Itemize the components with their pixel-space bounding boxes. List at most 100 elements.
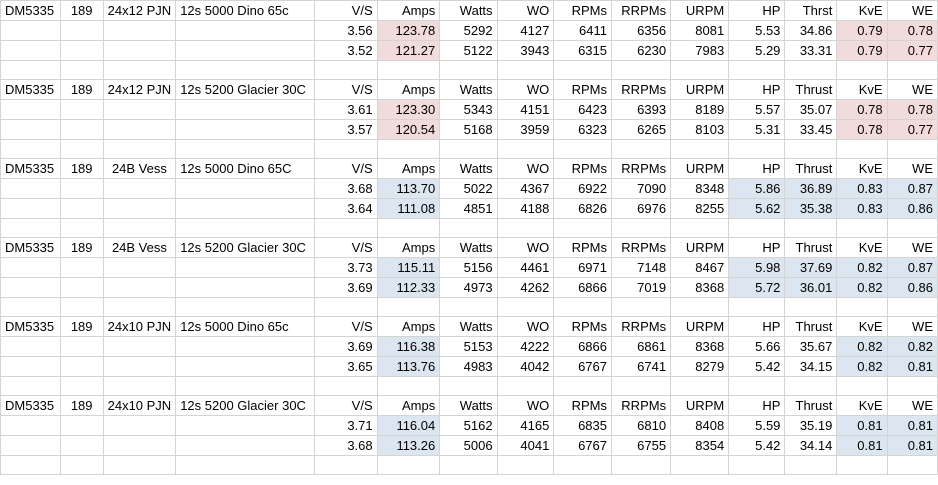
kv-cell[interactable]: 189 — [59, 0, 104, 21]
urpm-cell[interactable]: 8408 — [670, 415, 730, 436]
rpms-cell[interactable]: 6866 — [553, 336, 612, 357]
we-cell[interactable]: 0.78 — [886, 20, 938, 41]
header-amps[interactable]: Amps — [376, 158, 441, 179]
empty-cell[interactable] — [0, 99, 61, 120]
we-cell[interactable]: 0.77 — [886, 40, 938, 61]
rrpms-cell[interactable]: 7019 — [610, 277, 672, 298]
thrust-cell[interactable]: 36.89 — [784, 178, 838, 199]
header-rpms[interactable]: RPMs — [553, 79, 612, 100]
empty-cell[interactable] — [102, 60, 177, 80]
wo-cell[interactable]: 4041 — [496, 435, 555, 456]
header-urpm[interactable]: URPM — [670, 0, 730, 21]
empty-cell[interactable] — [102, 415, 177, 436]
hp-cell[interactable]: 5.53 — [728, 20, 786, 41]
watts-cell[interactable]: 5022 — [439, 178, 498, 199]
header-thrust[interactable]: Thrst — [784, 0, 838, 21]
rrpms-cell[interactable]: 6861 — [610, 336, 672, 357]
wo-cell[interactable]: 3943 — [496, 40, 555, 61]
empty-cell[interactable] — [314, 139, 378, 159]
header-we[interactable]: WE — [886, 79, 938, 100]
empty-cell[interactable] — [59, 455, 104, 475]
empty-cell[interactable] — [0, 178, 61, 199]
header-hp[interactable]: HP — [728, 237, 786, 258]
rpms-cell[interactable]: 6411 — [553, 20, 612, 41]
wo-cell[interactable]: 3959 — [496, 119, 555, 140]
empty-cell[interactable] — [836, 455, 888, 475]
header-watts[interactable]: Watts — [439, 0, 498, 21]
empty-cell[interactable] — [314, 376, 378, 396]
kve-cell[interactable]: 0.82 — [836, 336, 888, 357]
urpm-cell[interactable]: 8255 — [670, 198, 730, 219]
empty-cell[interactable] — [102, 297, 177, 317]
header-kve[interactable]: KvE — [836, 79, 888, 100]
rrpms-cell[interactable]: 7148 — [610, 257, 672, 278]
empty-cell[interactable] — [102, 336, 177, 357]
wo-cell[interactable]: 4165 — [496, 415, 555, 436]
empty-cell[interactable] — [59, 435, 104, 456]
rrpms-cell[interactable]: 6393 — [610, 99, 672, 120]
header-thrust[interactable]: Thrust — [784, 158, 838, 179]
vs-cell[interactable]: 3.71 — [314, 415, 378, 436]
urpm-cell[interactable]: 8348 — [670, 178, 730, 199]
empty-cell[interactable] — [670, 60, 730, 80]
empty-cell[interactable] — [175, 297, 316, 317]
empty-cell[interactable] — [175, 40, 316, 61]
header-thrust[interactable]: Thrust — [784, 316, 838, 337]
kve-cell[interactable]: 0.79 — [836, 20, 888, 41]
header-vs[interactable]: V/S — [314, 79, 378, 100]
header-vs[interactable]: V/S — [314, 0, 378, 21]
header-kve[interactable]: KvE — [836, 316, 888, 337]
empty-cell[interactable] — [784, 376, 838, 396]
empty-cell[interactable] — [496, 376, 555, 396]
header-we[interactable]: WE — [886, 316, 938, 337]
hp-cell[interactable]: 5.31 — [728, 119, 786, 140]
empty-cell[interactable] — [175, 218, 316, 238]
header-rrpms[interactable]: RRPMs — [610, 0, 672, 21]
header-wo[interactable]: WO — [496, 158, 555, 179]
empty-cell[interactable] — [59, 60, 104, 80]
we-cell[interactable]: 0.81 — [886, 415, 938, 436]
vs-cell[interactable]: 3.68 — [314, 178, 378, 199]
empty-cell[interactable] — [102, 376, 177, 396]
thrust-cell[interactable]: 34.15 — [784, 356, 838, 377]
empty-cell[interactable] — [0, 139, 61, 159]
header-rpms[interactable]: RPMs — [553, 237, 612, 258]
empty-cell[interactable] — [175, 336, 316, 357]
rrpms-cell[interactable]: 6810 — [610, 415, 672, 436]
empty-cell[interactable] — [0, 336, 61, 357]
header-rrpms[interactable]: RRPMs — [610, 158, 672, 179]
empty-cell[interactable] — [314, 455, 378, 475]
watts-cell[interactable]: 5343 — [439, 99, 498, 120]
we-cell[interactable]: 0.86 — [886, 277, 938, 298]
empty-cell[interactable] — [728, 297, 786, 317]
empty-cell[interactable] — [59, 178, 104, 199]
header-wo[interactable]: WO — [496, 237, 555, 258]
empty-cell[interactable] — [0, 40, 61, 61]
empty-cell[interactable] — [102, 99, 177, 120]
thrust-cell[interactable]: 33.31 — [784, 40, 838, 61]
motor-cell[interactable]: DM5335 — [0, 316, 61, 337]
empty-cell[interactable] — [175, 178, 316, 199]
amps-cell[interactable]: 113.70 — [376, 178, 441, 199]
empty-cell[interactable] — [175, 415, 316, 436]
empty-cell[interactable] — [376, 376, 441, 396]
watts-cell[interactable]: 4851 — [439, 198, 498, 219]
header-rrpms[interactable]: RRPMs — [610, 316, 672, 337]
we-cell[interactable]: 0.86 — [886, 198, 938, 219]
urpm-cell[interactable]: 8467 — [670, 257, 730, 278]
header-urpm[interactable]: URPM — [670, 237, 730, 258]
empty-cell[interactable] — [0, 20, 61, 41]
prop-cell[interactable]: 24x10 PJN — [102, 395, 177, 416]
header-we[interactable]: WE — [886, 158, 938, 179]
header-rpms[interactable]: RPMs — [553, 158, 612, 179]
rpms-cell[interactable]: 6323 — [553, 119, 612, 140]
empty-cell[interactable] — [0, 198, 61, 219]
kve-cell[interactable]: 0.82 — [836, 257, 888, 278]
battery-cell[interactable]: 12s 5000 Dino 65c — [175, 316, 316, 337]
empty-cell[interactable] — [610, 455, 672, 475]
empty-cell[interactable] — [0, 60, 61, 80]
empty-cell[interactable] — [553, 139, 612, 159]
header-vs[interactable]: V/S — [314, 158, 378, 179]
kv-cell[interactable]: 189 — [59, 79, 104, 100]
empty-cell[interactable] — [376, 455, 441, 475]
